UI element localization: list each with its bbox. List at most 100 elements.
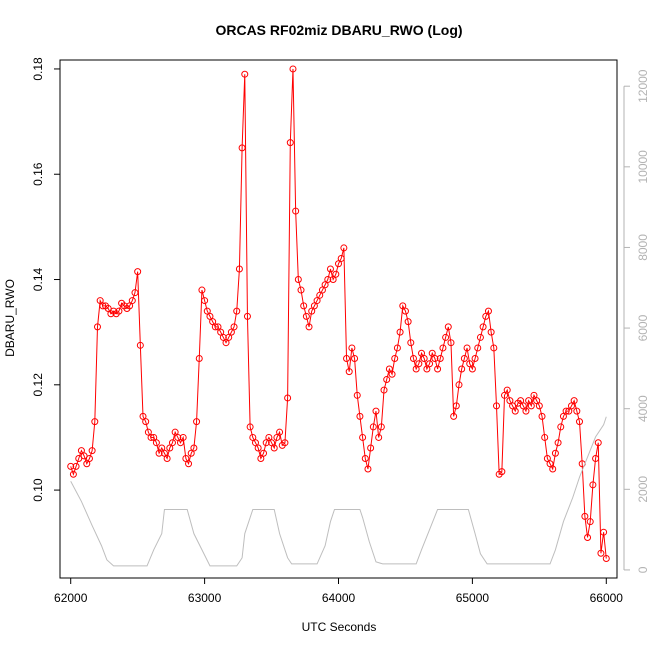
y2-axis-right: 0 2000 4000 6000 8000 10000 12000 [623, 69, 650, 573]
data-point [570, 397, 578, 405]
data-point [559, 412, 567, 420]
y2-tick-label: 10000 [636, 150, 650, 184]
data-point [284, 394, 292, 402]
data-point [565, 407, 573, 415]
data-point [439, 344, 447, 352]
data-point [316, 291, 324, 299]
data-point [412, 365, 420, 373]
data-point [543, 455, 551, 462]
y-tick-label: 0.14 [31, 268, 45, 292]
data-point [286, 139, 294, 147]
data-point [471, 354, 479, 362]
data-point [187, 449, 195, 457]
data-point [452, 402, 460, 410]
data-point [420, 354, 428, 362]
data-point [260, 449, 268, 457]
data-point [75, 455, 83, 462]
data-point [185, 460, 193, 468]
data-point [85, 455, 93, 462]
data-point [217, 328, 225, 336]
data-point [455, 381, 463, 389]
y2-tick-label: 4000 [636, 395, 650, 422]
data-point [369, 423, 377, 431]
data-point [487, 328, 495, 336]
data-point [209, 318, 217, 326]
data-point [128, 297, 136, 305]
data-point [308, 307, 316, 315]
data-point [600, 528, 608, 536]
data-point [367, 444, 375, 452]
data-point [80, 452, 88, 460]
data-point [460, 354, 468, 362]
data-point [535, 402, 543, 410]
data-point [573, 407, 581, 415]
data-point [115, 307, 123, 315]
data-point [383, 376, 391, 384]
data-point [364, 465, 372, 473]
y-tick-label: 0.18 [31, 57, 45, 81]
data-point [576, 418, 584, 426]
x-tick-label: 64000 [322, 591, 356, 605]
data-point [211, 323, 219, 331]
data-point [171, 428, 179, 436]
data-point [551, 449, 559, 457]
data-point [511, 407, 519, 415]
data-point [166, 444, 174, 452]
data-point [442, 333, 450, 341]
data-point [302, 312, 310, 320]
data-point [484, 307, 492, 315]
data-point [476, 333, 484, 341]
data-point [83, 460, 91, 468]
data-point [498, 468, 506, 476]
y-tick-label: 0.10 [31, 478, 45, 502]
data-point [273, 433, 281, 441]
data-point [474, 344, 482, 352]
data-point [501, 391, 509, 399]
data-point [179, 433, 187, 441]
data-point [391, 354, 399, 362]
series-layer [67, 65, 610, 567]
data-point [436, 354, 444, 362]
y-axis: 0.10 0.12 0.14 0.16 0.18 [31, 57, 60, 502]
data-point [388, 370, 396, 378]
data-point [490, 344, 498, 352]
data-point [147, 433, 155, 441]
data-point [393, 344, 401, 352]
x-axis-label: UTC Seconds [302, 620, 377, 634]
data-point [401, 307, 409, 315]
data-point [527, 402, 535, 410]
data-point [201, 297, 209, 305]
data-point [155, 449, 163, 457]
data-point [233, 307, 241, 315]
data-point [67, 462, 75, 470]
data-point [305, 323, 313, 331]
data-point [525, 397, 533, 405]
data-point [72, 462, 80, 470]
data-point [594, 439, 602, 447]
data-point [589, 481, 597, 489]
data-point [503, 386, 511, 394]
data-point [581, 512, 589, 520]
data-point [195, 354, 203, 362]
data-point [163, 455, 171, 462]
data-point [329, 276, 337, 284]
data-point [324, 276, 332, 284]
y2-tick-label: 8000 [636, 234, 650, 261]
data-point [557, 423, 565, 431]
data-point [193, 418, 201, 426]
data-point [479, 323, 487, 331]
data-point [418, 349, 426, 357]
data-point [182, 455, 190, 462]
data-point [254, 444, 262, 452]
data-point [423, 365, 431, 373]
data-point [88, 447, 96, 455]
data-point [345, 368, 353, 376]
data-point [458, 365, 466, 373]
data-point [297, 286, 305, 294]
chart-title: ORCAS RF02miz DBARU_RWO (Log) [215, 22, 462, 38]
data-point [377, 423, 385, 431]
data-point [468, 365, 476, 373]
data-point [206, 312, 214, 320]
data-point [361, 455, 369, 462]
data-point [602, 555, 610, 563]
